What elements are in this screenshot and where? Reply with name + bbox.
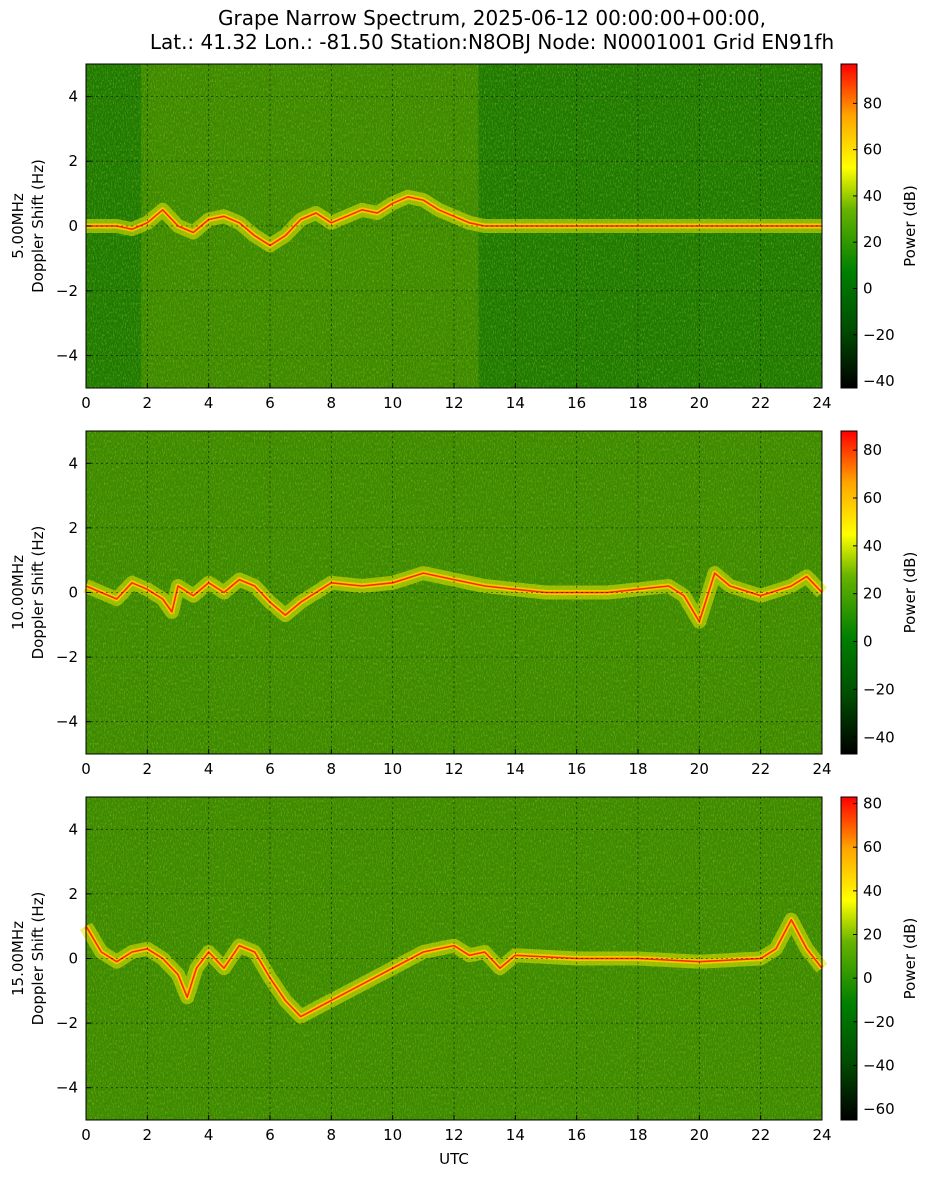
x-tick-label: 2	[143, 760, 153, 778]
trace-line	[85, 572, 823, 623]
x-tick-label: 18	[628, 760, 647, 778]
colorbar-tick-label: 0	[863, 279, 873, 297]
y-axis-label: Doppler Shift (Hz)	[29, 159, 47, 293]
x-tick-label: 12	[444, 760, 463, 778]
chart-title-line2: Lat.: 41.32 Lon.: -81.50 Station:N8OBJ N…	[150, 30, 834, 54]
x-tick-label: 24	[812, 760, 831, 778]
y-tick-label: 4	[68, 454, 78, 472]
y-tick-label: −4	[56, 713, 78, 731]
x-tick-label: 10	[383, 394, 402, 412]
y-tick-label: 4	[68, 87, 78, 105]
x-tick-label: 22	[751, 394, 770, 412]
trace-line	[86, 196, 822, 247]
colorbar-tick-label: 80	[863, 94, 882, 112]
colorbar-tick-label: 40	[863, 882, 882, 900]
x-tick-label: 8	[327, 760, 337, 778]
colorbar-tick-label: 80	[863, 795, 882, 813]
x-tick-label: 22	[751, 1126, 770, 1144]
x-tick-label: 24	[812, 394, 831, 412]
colorbar-tick-label: 40	[863, 187, 882, 205]
colorbar-tick-label: −40	[863, 1056, 895, 1074]
colorbar-tick-label: −20	[863, 1013, 895, 1031]
colorbar-tick-label: 20	[863, 585, 882, 603]
y-tick-label: 2	[68, 152, 78, 170]
x-tick-label: 22	[751, 760, 770, 778]
x-tick-label: 0	[81, 394, 91, 412]
x-tick-label: 18	[628, 394, 647, 412]
colorbar-tick-label: 80	[863, 441, 882, 459]
y-tick-label: 4	[68, 820, 78, 838]
x-tick-label: 18	[628, 1126, 647, 1144]
x-tick-label: 14	[506, 760, 525, 778]
x-tick-label: 8	[327, 394, 337, 412]
x-tick-label: 12	[444, 1126, 463, 1144]
colorbar-label: Power (dB)	[901, 185, 919, 267]
y-axis-label-freq: 10.00MHz	[9, 555, 27, 630]
colorbar	[840, 430, 858, 755]
x-tick-label: 10	[383, 760, 402, 778]
colorbar-label: Power (dB)	[901, 918, 919, 1000]
x-tick-label: 12	[444, 394, 463, 412]
colorbar-tick-label: −40	[863, 728, 895, 746]
chart-title-line1: Grape Narrow Spectrum, 2025-06-12 00:00:…	[218, 6, 766, 30]
x-tick-label: 6	[265, 1126, 275, 1144]
colorbar-tick-label: 0	[863, 969, 873, 987]
colorbar-tick-label: 20	[863, 233, 882, 251]
y-tick-label: −2	[56, 1014, 78, 1032]
x-tick-label: 14	[506, 394, 525, 412]
y-tick-label: −4	[56, 1079, 78, 1097]
colorbar-tick-label: 60	[863, 838, 882, 856]
y-axis-label: Doppler Shift (Hz)	[29, 526, 47, 660]
colorbar	[840, 63, 858, 389]
x-tick-label: 16	[567, 1126, 586, 1144]
colorbar-tick-label: 40	[863, 537, 882, 555]
x-axis-label: UTC	[439, 1150, 469, 1168]
x-tick-label: 24	[812, 1126, 831, 1144]
colorbar-tick-label: 60	[863, 141, 882, 159]
y-tick-label: 0	[68, 217, 78, 235]
colorbar-tick-label: 20	[863, 925, 882, 943]
colorbar-tick-label: −60	[863, 1100, 895, 1118]
y-tick-label: −2	[56, 648, 78, 666]
y-tick-label: 2	[68, 885, 78, 903]
colorbar	[840, 796, 858, 1121]
x-tick-label: 20	[690, 760, 709, 778]
x-tick-label: 14	[506, 1126, 525, 1144]
x-tick-label: 6	[265, 760, 275, 778]
colorbar-tick-label: 60	[863, 489, 882, 507]
x-tick-label: 4	[204, 760, 214, 778]
colorbar-label: Power (dB)	[901, 552, 919, 634]
x-tick-label: 0	[81, 1126, 91, 1144]
colorbar-tick-label: −40	[863, 372, 895, 390]
x-tick-label: 20	[690, 1126, 709, 1144]
y-tick-label: 2	[68, 519, 78, 537]
y-tick-label: 0	[68, 584, 78, 602]
y-axis-label-freq: 15.00MHz	[9, 921, 27, 996]
y-tick-label: −2	[56, 282, 78, 300]
x-tick-label: 20	[690, 394, 709, 412]
x-tick-label: 8	[327, 1126, 337, 1144]
x-tick-label: 0	[81, 760, 91, 778]
x-tick-label: 4	[204, 1126, 214, 1144]
colorbar-tick-label: 0	[863, 633, 873, 651]
x-tick-label: 16	[567, 394, 586, 412]
x-tick-label: 6	[265, 394, 275, 412]
y-axis-label: Doppler Shift (Hz)	[29, 892, 47, 1026]
x-tick-label: 16	[567, 760, 586, 778]
colorbar-tick-label: −20	[863, 680, 895, 698]
y-axis-label-freq: 5.00MHz	[9, 193, 27, 259]
colorbar-tick-label: −20	[863, 326, 895, 344]
x-tick-label: 10	[383, 1126, 402, 1144]
y-tick-label: 0	[68, 950, 78, 968]
x-tick-label: 2	[143, 394, 153, 412]
y-tick-label: −4	[56, 347, 78, 365]
trace-line	[85, 918, 823, 1018]
x-tick-label: 4	[204, 394, 214, 412]
x-tick-label: 2	[143, 1126, 153, 1144]
